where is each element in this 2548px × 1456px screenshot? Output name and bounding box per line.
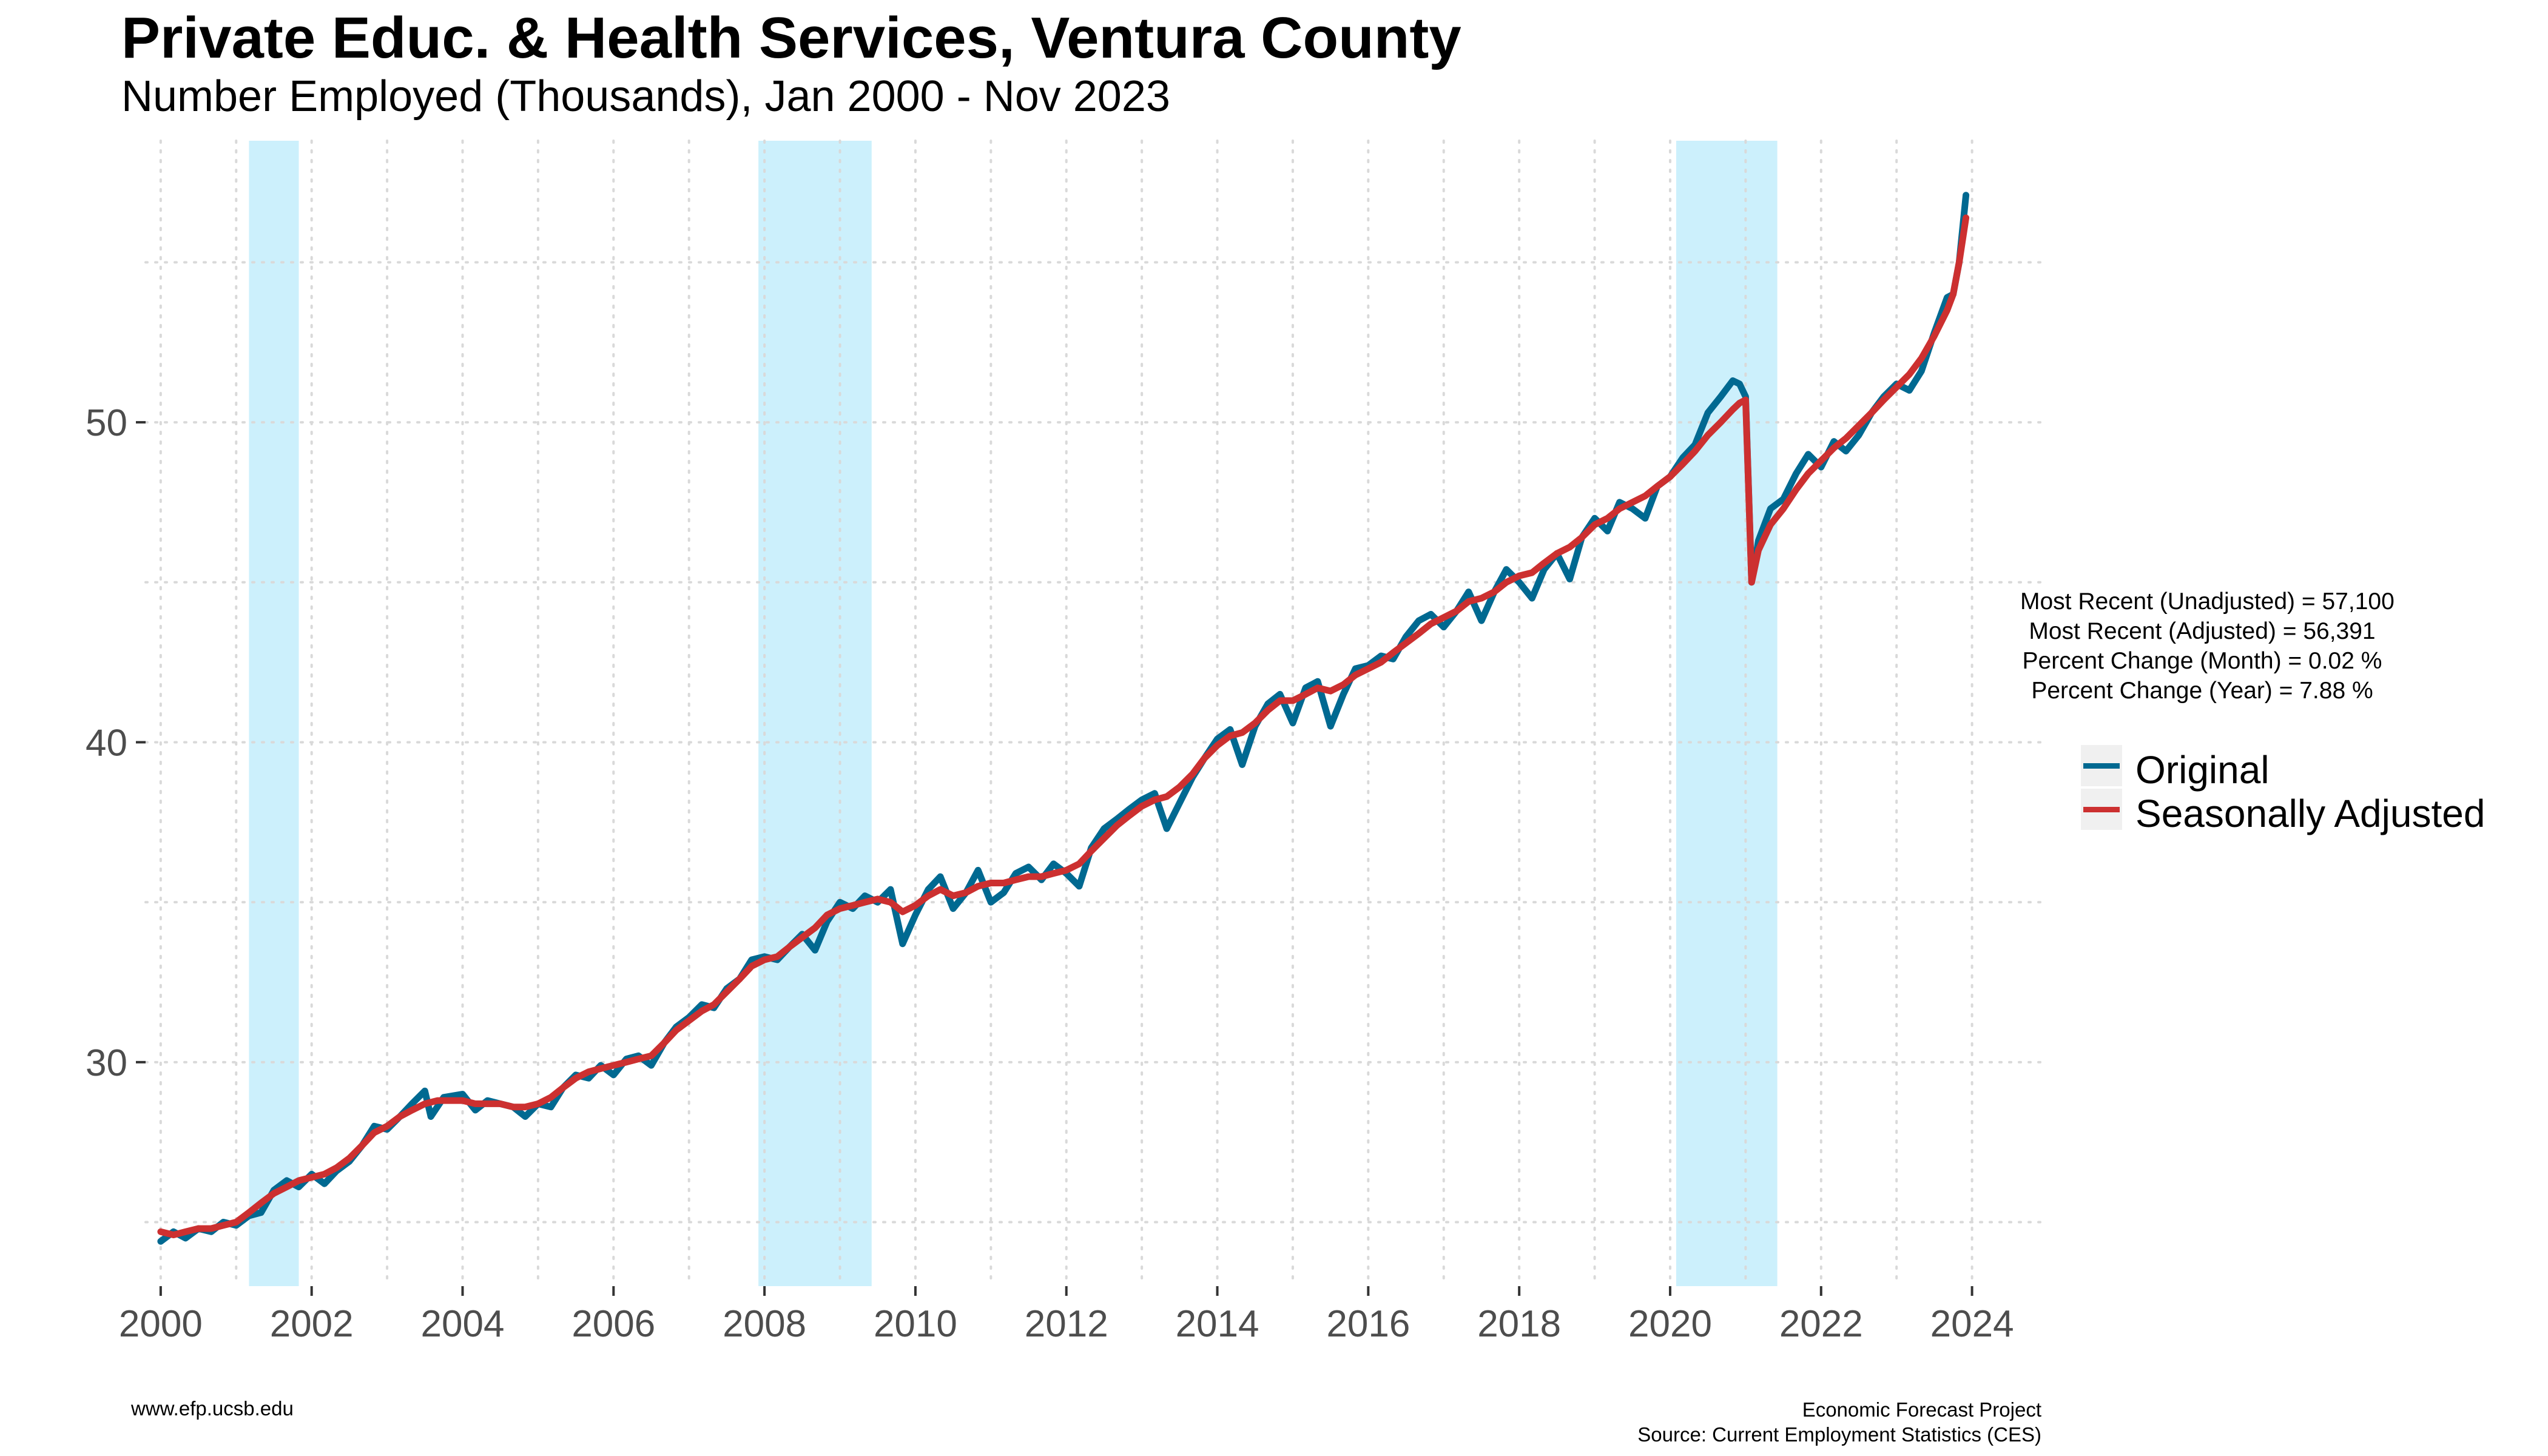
stat-percent-change-month: Percent Change (Month) = 0.02 % [2022, 648, 2382, 674]
x-tick-label: 2020 [1628, 1303, 1712, 1345]
footer-website: www.efp.ucsb.edu [131, 1397, 294, 1420]
chart-title: Private Educ. & Health Services, Ventura… [121, 5, 1461, 70]
x-tick-label: 2012 [1025, 1303, 1108, 1345]
stat-most-recent-unadjusted: Most Recent (Unadjusted) = 57,100 [2020, 588, 2395, 615]
recession-band-1 [758, 141, 872, 1286]
data-series [157, 192, 1970, 1245]
stat-most-recent-adjusted: Most Recent (Adjusted) = 56,391 [2029, 618, 2376, 644]
legend-swatch-original [2083, 763, 2120, 769]
x-tick-label: 2014 [1176, 1303, 1259, 1345]
legend-label-original: Original [2135, 748, 2270, 792]
x-tick-label: 2022 [1779, 1303, 1863, 1345]
x-tick-label: 2018 [1477, 1303, 1561, 1345]
y-tick-label: 50 [86, 402, 127, 444]
footer-source-line2: Source: Current Employment Statistics (C… [1637, 1423, 2041, 1446]
stat-percent-change-year: Percent Change (Year) = 7.88 % [2031, 678, 2373, 704]
legend-swatch-seasonally-adjusted [2083, 807, 2120, 812]
series-line-seasonally-adjusted [157, 214, 1970, 1239]
x-tick-label: 2016 [1326, 1303, 1410, 1345]
recession-band-2 [1676, 141, 1778, 1286]
x-tick-label: 2006 [571, 1303, 655, 1345]
x-tick-label: 2008 [723, 1303, 806, 1345]
chart-subtitle: Number Employed (Thousands), Jan 2000 - … [121, 72, 1170, 121]
recession-bands [249, 141, 1778, 1286]
x-tick-label: 2002 [270, 1303, 354, 1345]
footer-source-line1: Economic Forecast Project [1802, 1398, 2041, 1421]
y-tick-label: 30 [86, 1042, 127, 1084]
x-tick-label: 2024 [1930, 1303, 2014, 1345]
legend-key-seasonally-adjusted [2081, 789, 2122, 830]
recession-band-0 [249, 141, 299, 1286]
legend-key-original [2081, 745, 2122, 786]
axis-ticks: 2000 2002 2004 2006 2008 2010 2012 2014 2016 2018… [86, 402, 2014, 1345]
footer-source: Economic Forecast Project Source: Curren… [1517, 1397, 2041, 1447]
summary-stats: Most Recent (Unadjusted) = 57,100 Most R… [2020, 587, 2395, 706]
legend-label-seasonally-adjusted: Seasonally Adjusted [2135, 792, 2486, 835]
x-tick-label: 2004 [421, 1303, 505, 1345]
y-tick-label: 40 [86, 722, 127, 764]
x-tick-label: 2010 [874, 1303, 957, 1345]
x-tick-label: 2000 [119, 1303, 203, 1345]
